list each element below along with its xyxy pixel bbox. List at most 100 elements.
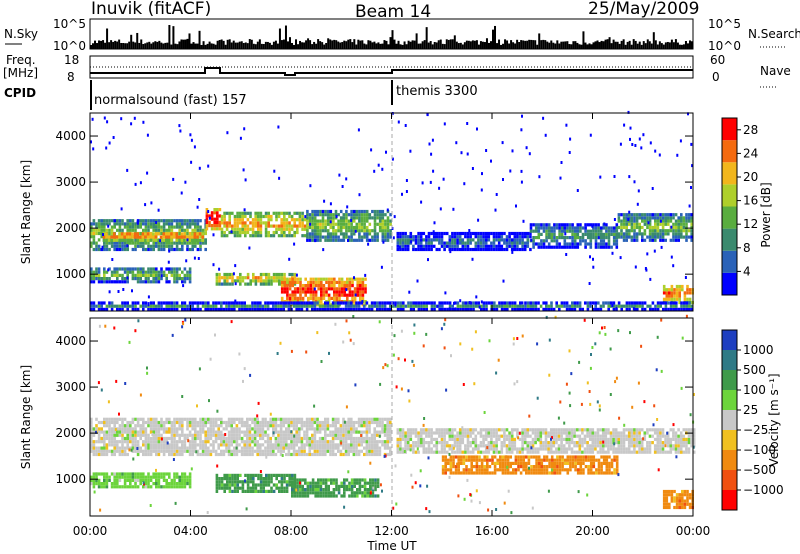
heatmap-cell <box>253 427 257 431</box>
heatmap-cell <box>290 234 294 238</box>
heatmap-cell <box>661 235 665 239</box>
heatmap-cell <box>605 232 608 236</box>
heatmap-cell <box>292 427 296 431</box>
heatmap-cell <box>312 284 315 288</box>
heatmap-cell <box>277 227 281 231</box>
heatmap-cell <box>461 307 465 311</box>
heatmap-cell <box>505 437 509 441</box>
heatmap-cell <box>121 244 124 248</box>
heatmap-cell <box>293 221 296 225</box>
heatmap-cell <box>346 277 349 281</box>
heatmap-cell <box>212 443 215 447</box>
heatmap-cell <box>212 427 215 431</box>
heatmap-cell <box>291 290 294 294</box>
heatmap-cell <box>165 244 168 248</box>
nsky-bar <box>461 44 464 49</box>
heatmap-cell <box>149 420 153 425</box>
heatmap-cell <box>144 270 148 274</box>
heatmap-cell <box>661 219 665 223</box>
heatmap-cell <box>298 224 302 228</box>
heatmap-cell <box>357 307 361 311</box>
heatmap-cell <box>399 241 402 245</box>
heatmap-cell <box>502 178 504 181</box>
heatmap-cell <box>188 277 192 281</box>
heatmap-cell <box>612 226 616 230</box>
heatmap-cell <box>495 431 498 435</box>
heatmap-cell <box>347 225 351 230</box>
heatmap-cell <box>139 270 142 274</box>
heatmap-cell <box>508 244 511 248</box>
nsky-bar <box>122 43 125 49</box>
heatmap-cell <box>272 417 275 421</box>
heatmap-cell <box>432 235 436 239</box>
heatmap-cell <box>539 441 543 445</box>
heatmap-cell <box>262 214 265 219</box>
heatmap-cell <box>525 146 528 150</box>
heatmap-cell <box>261 417 265 421</box>
heatmap-cell <box>383 424 387 428</box>
heatmap-cell <box>215 272 219 277</box>
heatmap-cell <box>118 219 122 223</box>
heatmap-cell <box>144 301 148 305</box>
heatmap-cell <box>682 304 686 308</box>
heatmap-cell <box>346 280 349 284</box>
heatmap-cell <box>270 234 273 238</box>
heatmap-cell <box>220 452 223 457</box>
heatmap-cell <box>311 304 314 308</box>
heatmap-cell <box>350 238 353 242</box>
heatmap-cell <box>350 235 353 239</box>
heatmap-cell <box>110 304 114 308</box>
heatmap-cell <box>635 213 639 217</box>
heatmap-cell <box>494 208 497 212</box>
heatmap-cell <box>173 225 176 229</box>
heatmap-cell <box>432 238 436 242</box>
heatmap-cell <box>381 167 384 171</box>
heatmap-cell <box>267 230 270 235</box>
heatmap-cell <box>485 307 488 311</box>
heatmap-cell <box>456 301 460 305</box>
heatmap-cell <box>547 245 551 249</box>
heatmap-cell <box>110 440 114 444</box>
heatmap-cell <box>432 437 436 441</box>
heatmap-cell <box>234 264 237 268</box>
heatmap-cell <box>301 214 304 219</box>
heatmap-cell <box>545 229 548 233</box>
heatmap-cell <box>196 238 199 242</box>
heatmap-cell <box>178 449 181 453</box>
heatmap-cell <box>422 244 426 248</box>
heatmap-cell <box>253 430 257 434</box>
nsky-bar <box>284 25 287 49</box>
heatmap-cell <box>404 231 407 236</box>
heatmap-cell <box>160 449 163 453</box>
heatmap-cell <box>238 417 241 421</box>
heatmap-cell <box>196 449 200 453</box>
heatmap-cell <box>680 307 683 311</box>
heatmap-cell <box>227 436 231 441</box>
heatmap-cell <box>290 446 293 450</box>
heatmap-cell <box>149 232 152 236</box>
heatmap-cell <box>305 436 309 441</box>
heatmap-cell <box>597 245 600 249</box>
heatmap-cell <box>334 417 337 421</box>
heatmap-cell <box>155 304 158 308</box>
heatmap-cell <box>173 417 176 421</box>
y-tick-label: 3000 <box>55 175 86 189</box>
heatmap-cell <box>461 428 465 432</box>
heatmap-cell <box>360 209 364 214</box>
heatmap-cell <box>383 443 387 447</box>
heatmap-cell <box>351 293 354 297</box>
heatmap-cell <box>399 235 402 239</box>
heatmap-cell <box>194 301 197 305</box>
heatmap-cell <box>314 284 318 288</box>
heatmap-cell <box>406 241 410 245</box>
heatmap-cell <box>427 244 431 248</box>
heatmap-cell <box>292 452 296 457</box>
heatmap-cell <box>266 420 270 425</box>
heatmap-cell <box>466 434 470 438</box>
heatmap-cell <box>339 436 343 441</box>
heatmap-cell <box>490 437 493 441</box>
heatmap-cell <box>152 232 155 236</box>
heatmap-cell <box>196 247 200 252</box>
heatmap-cell <box>560 441 563 445</box>
